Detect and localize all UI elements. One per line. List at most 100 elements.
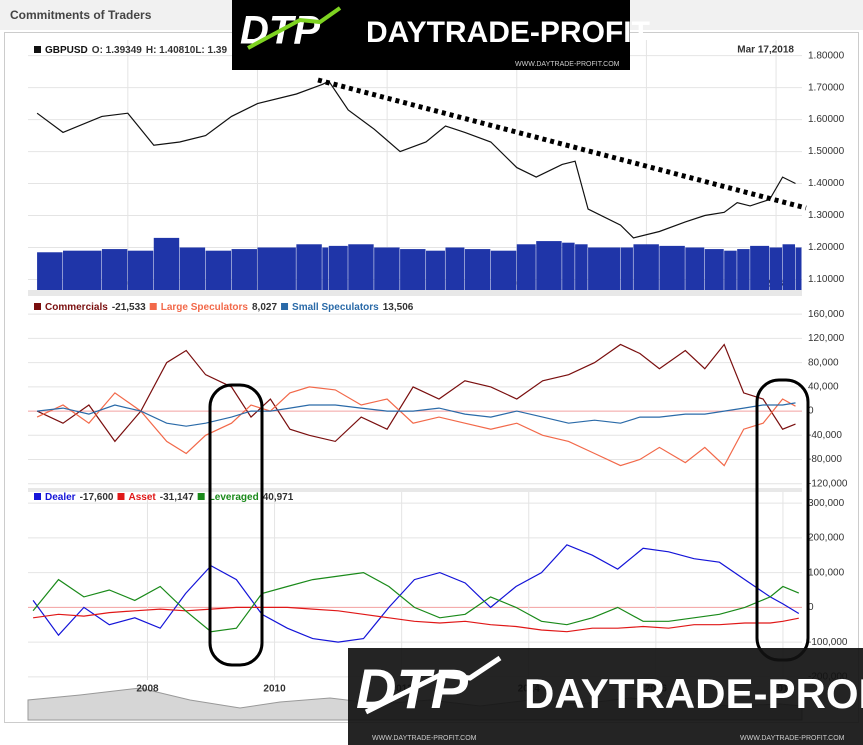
series-line [32, 571, 800, 633]
quote-high: H: 1.40810 [146, 45, 196, 56]
logo-box [348, 648, 863, 745]
volume-bar [659, 245, 685, 290]
y-tick-label: 0 [808, 406, 814, 417]
logo-url: WWW.DAYTRADE-PROFIT.COM [740, 735, 845, 742]
y-tick-label: -120,000 [808, 478, 848, 489]
y-tick-label: 160,000 [808, 309, 845, 320]
legend-entry: GBPUSD O: 1.39349 H: 1.40810L: 1.39 [45, 45, 227, 56]
series-line [33, 606, 799, 633]
volume-bar [536, 241, 562, 290]
panel-separator [28, 290, 802, 296]
volume-bar [231, 249, 257, 290]
volume-bar [37, 252, 63, 290]
volume-bar [464, 249, 491, 290]
legend-swatch [117, 493, 125, 500]
logo-arrow [247, 6, 342, 50]
volume-bar [704, 249, 724, 290]
y-tick-label: 1.70000 [808, 82, 845, 93]
volume-bar [685, 247, 705, 290]
volume-bar [348, 244, 374, 290]
y-tick-label: -80,000 [808, 454, 842, 465]
series-line [37, 402, 796, 427]
legend-swatch [149, 303, 157, 310]
legend-swatch [34, 493, 41, 500]
volume-bar [296, 244, 322, 290]
logo-url: WWW.DAYTRADE-PROFIT.COM [515, 61, 620, 68]
volume-bar [322, 247, 329, 290]
volume-bar [782, 244, 796, 290]
volume-bar [516, 244, 536, 290]
legend-entry: Large Speculators 8,027 [161, 302, 278, 313]
legend-name: Dealer [45, 492, 76, 503]
volume-bar [620, 247, 633, 290]
y-tick-label: 120,000 [808, 333, 845, 344]
logo-top: DTP DAYTRADE-PROFIT WWW.DAYTRADE-PROFIT.… [232, 0, 650, 70]
series-line [36, 80, 796, 239]
y-tick-label: 1.10000 [808, 274, 845, 285]
legend-name: Commercials [45, 302, 108, 313]
volume-bar [63, 250, 102, 290]
legend-swatch [34, 46, 41, 53]
logo-box [232, 0, 630, 70]
panel: 1.80000 1.70000 1.60000 1.50000 1.40000 1.300… [28, 40, 845, 290]
legend-swatch [34, 303, 41, 310]
legend-entry: Small Speculators 13,506 [292, 302, 414, 313]
legend-entry: Commercials -21,533 [45, 302, 146, 313]
series-group [36, 80, 802, 290]
legend-entry: Leveraged 40,971 [209, 492, 294, 503]
volume-bar [724, 250, 737, 290]
y-tick-label: 1.60000 [808, 114, 845, 125]
logo-url: WWW.DAYTRADE-PROFIT.COM [372, 735, 477, 742]
volume-bar [795, 247, 802, 290]
series-line [32, 544, 800, 643]
y-tick-label: -40,000 [808, 430, 842, 441]
volume-bar [205, 250, 232, 290]
legend-swatch [197, 493, 205, 500]
quote-open: O: 1.39349 [92, 45, 142, 56]
volume-bar [101, 249, 128, 290]
logo-brand: DAYTRADE-PROFIT [366, 16, 650, 49]
series-line [36, 386, 796, 467]
volume-bar [588, 247, 620, 290]
logo-bottom: DTP DAYTRADE-PROFIT WWW.DAYTRADE-PROFIT.… [348, 648, 863, 745]
legend-name: Asset [129, 492, 157, 503]
legend-name: GBPUSD [45, 45, 88, 56]
y-tick-label: 200,000 [808, 533, 845, 544]
legend-value: 8,027 [252, 302, 277, 313]
y-tick-label: 80,000 [808, 357, 839, 368]
panel-separator [28, 488, 802, 492]
legend-value: -21,533 [112, 302, 146, 313]
volume-bar [562, 242, 575, 290]
y-tick-label: 300,000 [808, 498, 845, 509]
y-tick-label: 1.20000 [808, 242, 845, 253]
x-tick-label: 2010 [263, 684, 286, 695]
y-tick-label: 40,000 [808, 381, 839, 392]
series-group [36, 343, 796, 467]
y-tick-label: -100,000 [808, 637, 848, 648]
legend-entry: Asset -31,147 [129, 492, 195, 503]
y-tick-label: 1.50000 [808, 146, 845, 157]
legend-entry: Dealer -17,600 [45, 492, 114, 503]
logo-arrow [364, 655, 502, 715]
legend-value: 13,506 [383, 302, 414, 313]
highlight-oval [208, 383, 264, 667]
y-tick-label: 1.30000 [808, 210, 845, 221]
logo-brand: DAYTRADE-PROFIT [524, 670, 863, 717]
y-tick-label: 0 [808, 602, 814, 613]
volume-bar [750, 245, 770, 290]
x-tick-label: 2008 [136, 684, 159, 695]
volume-bar [179, 247, 206, 290]
legend-value: -17,600 [80, 492, 114, 503]
y-tick-label: 100,000 [808, 567, 845, 578]
page-title: Commitments of Traders [10, 8, 152, 22]
volume-bar [328, 245, 348, 290]
volume-bar [400, 249, 426, 290]
series-line [36, 343, 796, 443]
volume-bar [490, 250, 517, 290]
volume-bar [737, 249, 750, 290]
volume-bar [445, 247, 465, 290]
y-tick-label: 1.80000 [808, 50, 845, 61]
volume-bar [426, 250, 445, 290]
volume-bar [374, 247, 400, 290]
